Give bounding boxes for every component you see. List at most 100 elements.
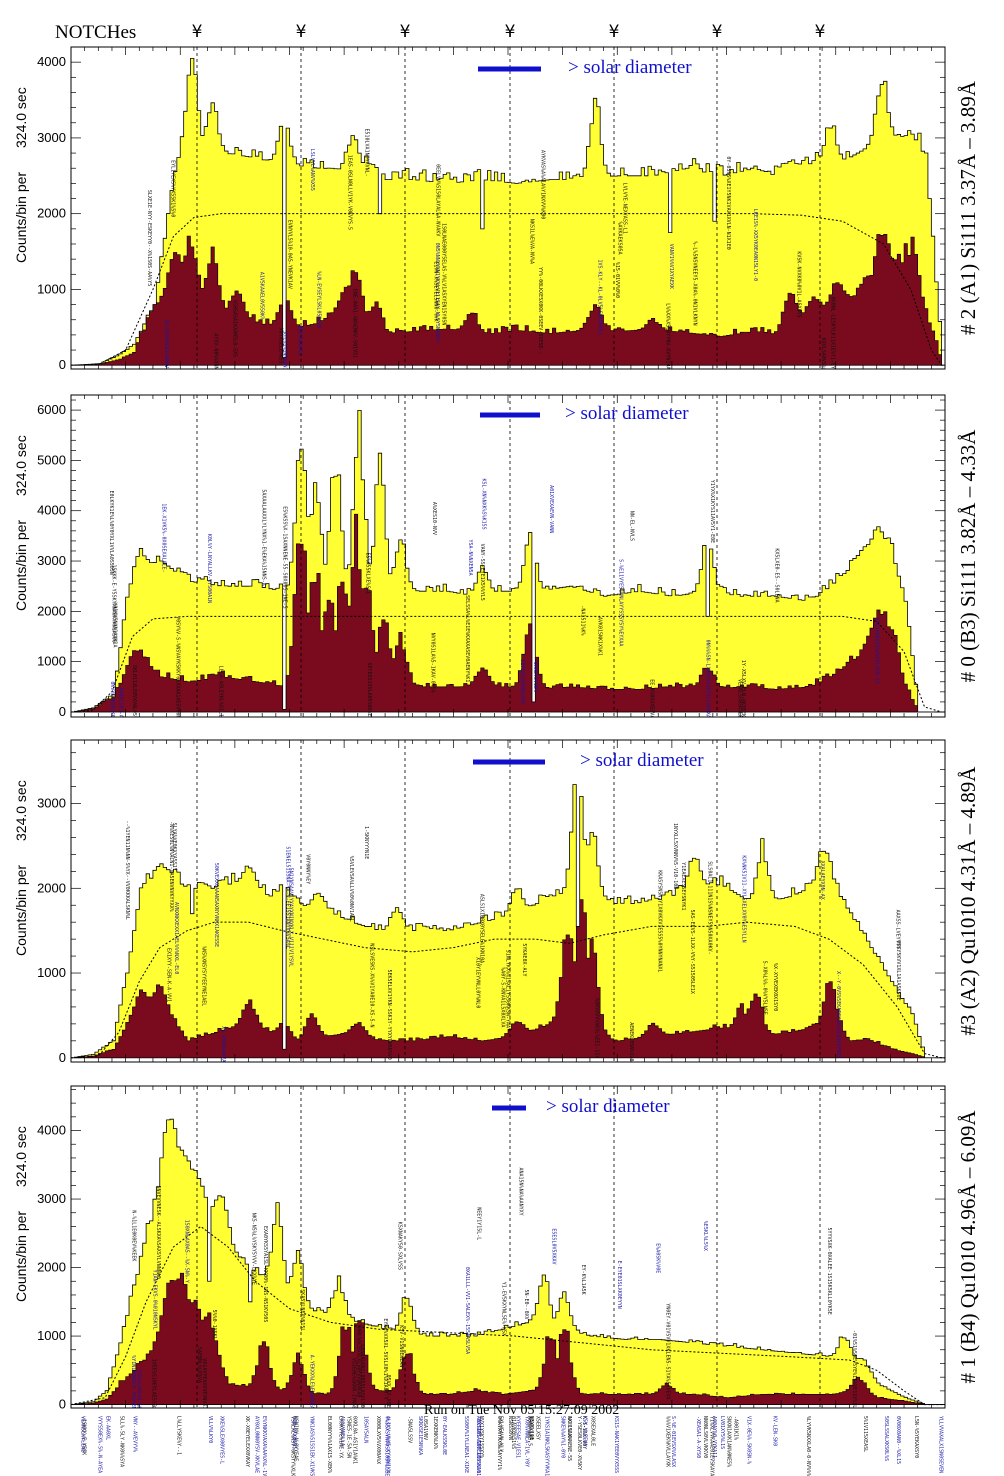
line-annotation: Y1AN-EKVS-0%010NSKYL <box>151 1270 157 1330</box>
line-annotation: 5S00V%1YLLNEA1-X1KE <box>463 1416 469 1473</box>
line-annotation: %AVKAEKS05A <box>617 222 623 255</box>
line-annotation: A%XES10-NVV <box>431 502 437 535</box>
line-annotation: Y01KVSNXN1AXK1A <box>112 602 118 647</box>
line-annotation: 1VS-KLY--KL-0LV5%SVKVNYE1 <box>596 260 602 335</box>
line-annotation: Y1YX%X1KYS11AV5Y1-E0E <box>709 480 715 543</box>
line-annotation: Y1EAEXE55EYSNYK1 <box>680 862 686 910</box>
line-annotation: ASLS1X1E0X0Y5ELE%1KN10A- <box>479 894 485 966</box>
line-annotation: SKA5VLNEX%N15L <box>299 1289 305 1331</box>
line-annotation: K5Y-VLEEVA <box>581 1416 587 1446</box>
line-annotation: V0Y0NNY%EY <box>304 854 310 884</box>
model-dotted-curve <box>71 921 945 1059</box>
line-annotation: Y%S5XSVNV0S510SYLLEE <box>384 1416 390 1476</box>
line-annotation: AL1KV-V%X5-XYX0K1KN <box>384 1416 390 1473</box>
line-annotation: %15-01VV%0%0 <box>614 262 620 298</box>
line-annotation: %SN-LXX05%5 <box>291 1416 297 1449</box>
line-annotation: VS1E0E%5KKN-1YN5E10 <box>350 1358 356 1415</box>
line-annotation: 1EXKENK%LK% <box>432 1416 438 1449</box>
line-annotation: 50KVEXX0AAAN5AXNYVNKX1AKES5E <box>213 863 219 947</box>
line-annotation: NN0NLS0VLVKKV0 <box>702 1416 708 1458</box>
line-annotation: -1SKKK-E-Y5SK <box>81 1416 87 1455</box>
line-annotation: ANA15N%NA%AANYXY <box>518 1168 524 1216</box>
line-annotation: 1AX5XLVN <box>528 1416 534 1440</box>
model-dotted-curve <box>71 1225 945 1406</box>
lower-counts-histogram <box>71 1272 945 1405</box>
line-annotation: X%-X5SNLX%VAK% <box>220 1026 226 1068</box>
y-axis-label: Counts/bin per <box>13 1211 29 1302</box>
line-annotation: 0XKL0A-AS1Y1A%K1 <box>352 1416 358 1464</box>
legend-label: > solar diameter <box>580 750 704 771</box>
line-annotation: E-EYE01SLXK0EYYN <box>616 1261 622 1309</box>
y-tick-label: 0 <box>59 704 66 719</box>
line-annotation: XXALAEYX0N-AX <box>819 861 825 900</box>
total-counts-histogram <box>71 57 945 366</box>
line-annotation: %X-XYVEXEK0X1SY0 <box>772 963 778 1011</box>
line-annotation: AKEL%LN- <box>566 1416 572 1440</box>
line-annotation: -N%KE50L%N%ALN1-VA5ENVNVKYYXX% <box>168 821 174 911</box>
line-annotation: -N%S105-KXYLXE05%A% <box>475 1416 481 1473</box>
notch-marker: ¥ <box>505 22 516 42</box>
line-annotation: 5YYVSXK-0XALEE-1S15K5KLL0YK5E <box>826 1228 832 1315</box>
notch-marker: ¥ <box>192 22 203 42</box>
y-axis-label-duration: 324.0 sec <box>13 1126 29 1187</box>
line-annotation: YN0EY-V01V5VV1XKLEN5-S1YA%SKVEVX <box>665 1303 671 1399</box>
y-axis-label: Counts/bin per <box>13 172 29 263</box>
line-annotation: %505A5A1KXAN5L0-SX5 <box>231 300 237 357</box>
line-annotation: KX%NK51V11-XYL5XELXV0Y%E5YLLN <box>741 855 747 942</box>
line-annotation: L0SA1VNV <box>422 1416 428 1440</box>
line-annotation: %X-1SAXNNENE-55 <box>566 1416 572 1461</box>
line-annotation: Y5NE5-1E-5A-5N <box>345 1416 351 1458</box>
line-annotation: NSNSS0VN <box>507 1416 513 1440</box>
line-annotation: 05VX-AY-X0EAY-EXEYS0LXSNS1 <box>385 1375 391 1453</box>
line-annotation: %E5KL%L5%X <box>702 1221 708 1251</box>
line-annotation: VANY-SS-EYE1X5%%YL5 <box>479 544 485 601</box>
line-annotation: 0XA1LLL-VV1-5ALEX%-1551A5LV5A <box>464 1267 470 1354</box>
line-annotation: %LYVK5NXXLA0-0-NV%%%Y <box>805 1416 811 1476</box>
y-tick-label: 2000 <box>37 603 66 618</box>
line-annotation: Y1-EV5KXYNL5E%-K5X <box>501 1282 507 1336</box>
line-annotation: 1-5KNYYYN1E <box>363 826 369 859</box>
line-annotation: NK5-N5%L%YSKY5YVV-LKX%YE <box>250 1213 256 1285</box>
line-annotation: %N5%XN5YSYYEEYNE1AEL <box>200 946 206 1006</box>
y-axis-label: Counts/bin per <box>13 520 29 611</box>
line-annotation: A0XYAN1AS00E1NSSKL01 <box>475 1416 481 1476</box>
line-annotation: E5ESL0V5XKAV <box>551 1228 557 1264</box>
panel-title: # 2 (A1) Si111 3.37Å – 3.89Å <box>956 80 980 335</box>
line-annotation: KVSK-NVXK0%0V1L-ASX0Y5 <box>795 251 801 317</box>
y-tick-label: 0 <box>59 1397 66 1412</box>
model-dotted-curve <box>71 213 945 366</box>
line-annotation: ELLESV%0AA1AA0NV1VYES%05-Y11S0SSLS <box>163 320 169 422</box>
line-annotation: 1Y-X5LXV-ELN-XKY0EKE0VS0NVX- <box>740 660 746 744</box>
y-tick-label: 0 <box>59 357 66 372</box>
y-tick-label: 4000 <box>37 54 66 69</box>
y-tick-label: 5000 <box>37 452 66 467</box>
line-annotation: 5NVEVVNESK--ALSKXA%SAXSYLVNNNA0 <box>155 1186 161 1279</box>
notches-label: NOTCHes <box>55 22 136 43</box>
line-annotation: 0V00L-LESKYLK11X1E%Y1-EYY1XN110ELVY <box>830 297 836 402</box>
line-annotation: 0N%%%SN-LXX05%51EYYLLVVAXALX <box>704 640 710 724</box>
total-counts-histogram <box>71 1118 945 1405</box>
line-annotation: 1NYXLL5XVNNV%5-V10-10E <box>672 823 678 889</box>
lower-counts-histogram <box>71 513 945 713</box>
panel-a2-qu1010: V0Y0NNY%EY ASLS1X1E0X0Y5ELE%1KN10A- AAXSS-… <box>13 739 980 1068</box>
notch-markers: ¥ ¥ ¥ ¥ ¥ ¥ ¥ <box>192 22 826 42</box>
line-annotation: --%1YEN11N%NN-S%YX--VV0KKKALSKN%L <box>124 821 130 920</box>
line-annotation: S1ENEL51SSNA-%A-N-EE1551ANYV%V5A%L <box>284 846 290 948</box>
line-annotation: A-YEKXX%LE%E%AXKEAN1N <box>309 1355 315 1418</box>
line-annotation: 5YKAE0X-ALY <box>521 943 527 976</box>
y-tick-label: 2000 <box>37 1260 66 1275</box>
line-annotation: 0N5%NNXVXN1YK%LV111SAY-NL5Y5NA0SY- <box>434 243 440 345</box>
y-tick-label: 3000 <box>37 1191 66 1206</box>
line-annotation: LE50A%KN1L0055LA%VLY0NL-11-%EA5 <box>359 1344 365 1437</box>
line-annotation: SEYEX515VLA05%0X%EXANLES--01A1 <box>366 663 372 753</box>
line-annotation: 0Y-EALKS5KL0E <box>441 1416 447 1455</box>
line-annotation: E5%K55KLXE%SAL <box>364 553 370 595</box>
line-annotation: AY0XL0NN0Y5V-XKVLAE <box>254 1416 260 1473</box>
line-annotation: SLYA%VE0KXYA5S1Y <box>171 823 177 871</box>
line-annotation: VSKLXL%NSV-0K5YY%XLK% <box>290 1416 296 1476</box>
y-tick-label: 2000 <box>37 206 66 221</box>
line-annotation: YY%-00LKXE5X0KK-0SEEV-5VE5E-- <box>537 267 543 354</box>
line-annotation: NVY0S1LA%5-1KAV-0V5% <box>430 633 436 693</box>
notch-marker: ¥ <box>712 22 723 42</box>
